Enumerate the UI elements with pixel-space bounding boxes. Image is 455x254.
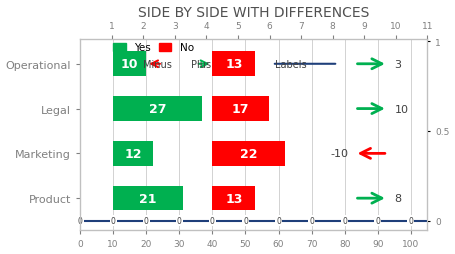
Text: 0: 0 [144,216,149,225]
Bar [212,52,255,77]
Text: 0: 0 [342,216,347,225]
Text: 10: 10 [121,58,138,71]
Text: 0: 0 [78,216,82,225]
Text: 21: 21 [139,192,157,205]
Title: SIDE BY SIDE WITH DIFFERENCES: SIDE BY SIDE WITH DIFFERENCES [138,6,369,20]
Text: 3: 3 [394,59,401,70]
Text: 27: 27 [149,103,167,116]
Text: Plus: Plus [191,59,211,70]
Text: 10: 10 [394,104,408,114]
Bar [212,186,255,211]
Text: 13: 13 [225,192,243,205]
Legend: Yes, No: Yes, No [113,43,194,53]
Text: 0: 0 [111,216,116,225]
Text: 12: 12 [124,147,142,160]
Bar [212,97,268,121]
Bar [113,141,153,166]
Text: 0: 0 [409,216,413,225]
Bar [212,141,285,166]
Text: Labels: Labels [275,59,307,70]
Bar [113,186,182,211]
Bar [113,52,146,77]
Text: 13: 13 [225,58,243,71]
Text: 0: 0 [210,216,215,225]
Text: 0: 0 [309,216,314,225]
Text: Minus: Minus [143,59,172,70]
Text: 17: 17 [232,103,249,116]
Text: 0: 0 [375,216,380,225]
Text: 0: 0 [276,216,281,225]
Text: -10: -10 [330,149,348,159]
Bar [113,97,202,121]
Text: 0: 0 [177,216,182,225]
Text: 22: 22 [240,147,258,160]
Text: 8: 8 [394,193,401,203]
Text: 0: 0 [243,216,248,225]
